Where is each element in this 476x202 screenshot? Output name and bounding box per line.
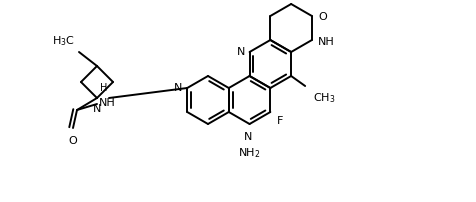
Text: N: N — [243, 131, 251, 141]
Text: N: N — [173, 83, 182, 93]
Text: O: O — [317, 12, 326, 22]
Text: F: F — [277, 115, 283, 125]
Text: N: N — [93, 103, 101, 114]
Text: CH$_3$: CH$_3$ — [312, 90, 335, 104]
Text: N: N — [237, 47, 245, 57]
Text: NH$_2$: NH$_2$ — [238, 145, 260, 159]
Text: H: H — [100, 83, 107, 93]
Text: H$_3$C: H$_3$C — [52, 34, 75, 48]
Text: NH: NH — [317, 37, 334, 47]
Text: NH: NH — [99, 98, 116, 107]
Text: O: O — [69, 135, 77, 145]
